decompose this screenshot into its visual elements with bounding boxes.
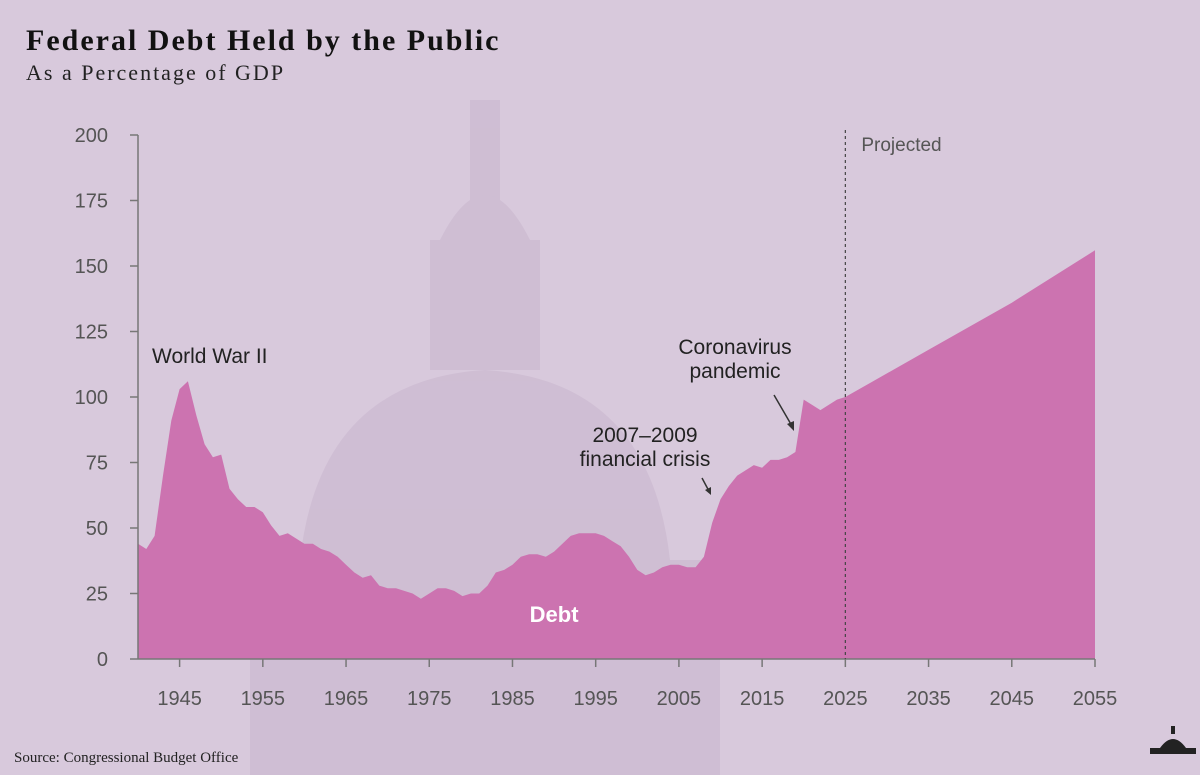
annotation: World War II [152, 345, 268, 368]
arrow-head [705, 487, 711, 495]
x-tick-label: 1985 [490, 688, 535, 710]
arrow [773, 394, 793, 427]
annotation: financial crisis [580, 448, 711, 471]
y-tick-label: 150 [75, 256, 108, 278]
source: Source: Congressional Budget Office [14, 750, 239, 766]
arrow-head [787, 421, 794, 431]
x-tick-label: 2005 [657, 688, 702, 710]
y-tick-label: 175 [75, 191, 108, 213]
y-tick-label: 75 [86, 453, 108, 475]
annotation: Coronavirus [678, 336, 791, 359]
x-tick-label: 2025 [823, 688, 868, 710]
y-tick-label: 125 [75, 322, 108, 344]
logo [1150, 726, 1196, 754]
area [138, 250, 1095, 660]
x-tick-label: 2045 [990, 688, 1035, 710]
chart-subtitle: As a Percentage of GDP [26, 60, 285, 85]
x-tick-label: 1955 [241, 688, 286, 710]
x-tick-label: 2015 [740, 688, 785, 710]
y-tick-label: 0 [97, 649, 108, 671]
y-tick-label: 200 [75, 125, 108, 147]
x-tick-label: 2055 [1073, 688, 1118, 710]
x-tick-label: 2035 [906, 688, 951, 710]
y-tick-label: 50 [86, 518, 108, 540]
x-tick-label: 1945 [157, 688, 202, 710]
projection-label: Projected [861, 135, 941, 156]
y-tick-label: 100 [75, 387, 108, 409]
x-tick-label: 1975 [407, 688, 452, 710]
annotation: 2007–2009 [592, 424, 697, 447]
x-tick-label: 1995 [573, 688, 618, 710]
chart-title: Federal Debt Held by the Public [26, 24, 500, 57]
y-tick-label: 25 [86, 584, 108, 606]
annotation: pandemic [689, 360, 780, 383]
x-tick-label: 1965 [324, 688, 369, 710]
series-label: Debt [530, 602, 580, 627]
